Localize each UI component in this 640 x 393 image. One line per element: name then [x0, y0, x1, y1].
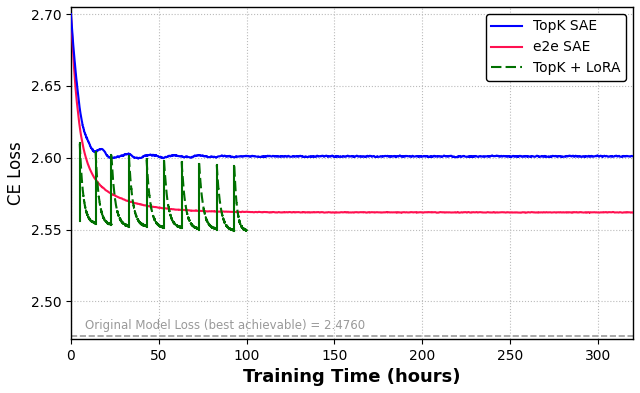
TopK SAE [629, 154, 637, 158]
Line: TopK + LoRA: TopK + LoRA [80, 144, 95, 223]
e2e SAE [629, 210, 637, 215]
e2e SAE [331, 210, 339, 215]
TopK + LoRA [85, 216, 93, 220]
e2e SAE [424, 210, 432, 215]
X-axis label: Training Time (hours): Training Time (hours) [243, 368, 461, 386]
TopK + LoRA [85, 216, 93, 220]
TopK + LoRA [89, 220, 97, 224]
TopK SAE [581, 154, 589, 159]
TopK + LoRA [92, 221, 99, 226]
Legend: TopK SAE, e2e SAE, TopK + LoRA: TopK SAE, e2e SAE, TopK + LoRA [486, 14, 626, 81]
e2e SAE [271, 210, 278, 215]
Line: e2e SAE: e2e SAE [71, 14, 633, 213]
e2e SAE [484, 210, 492, 215]
TopK SAE [67, 12, 75, 17]
TopK + LoRA [76, 142, 84, 147]
e2e SAE [95, 182, 103, 186]
TopK + LoRA [91, 221, 99, 226]
TopK SAE [300, 154, 307, 159]
e2e SAE [400, 210, 408, 215]
TopK SAE [134, 156, 142, 161]
e2e SAE [514, 210, 522, 215]
TopK SAE [401, 154, 409, 159]
Text: Original Model Loss (best achievable) = 2.4760: Original Model Loss (best achievable) = … [85, 319, 365, 332]
TopK SAE [375, 154, 383, 159]
TopK + LoRA [90, 220, 98, 225]
TopK SAE [230, 155, 238, 160]
Line: TopK SAE: TopK SAE [71, 14, 633, 158]
TopK + LoRA [86, 217, 93, 221]
TopK + LoRA [76, 141, 84, 146]
TopK SAE [135, 156, 143, 161]
Y-axis label: CE Loss: CE Loss [7, 141, 25, 205]
e2e SAE [67, 12, 75, 17]
